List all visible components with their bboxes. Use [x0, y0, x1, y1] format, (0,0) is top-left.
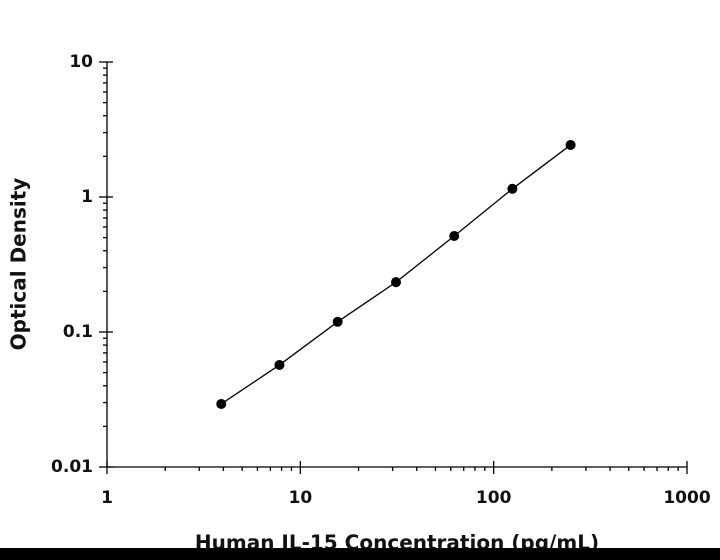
data-point: [507, 183, 518, 194]
x-tick-label: 10: [288, 488, 312, 508]
data-point: [449, 231, 460, 242]
data-point: [565, 139, 576, 150]
data-point: [332, 316, 343, 327]
y-tick-label: 1: [81, 187, 93, 207]
x-tick-label: 100: [476, 488, 512, 508]
x-tick-label: 1: [101, 488, 113, 508]
y-tick-label: 0.1: [63, 322, 93, 342]
data-point: [391, 277, 402, 288]
data-point: [216, 398, 227, 409]
bottom-bar: [0, 548, 720, 560]
data-point: [274, 359, 285, 370]
y-tick-label: 10: [69, 52, 93, 72]
y-axis-title: Optical Density: [7, 178, 31, 351]
x-tick-label: 1000: [663, 488, 710, 508]
y-tick-label: 0.01: [51, 457, 93, 477]
